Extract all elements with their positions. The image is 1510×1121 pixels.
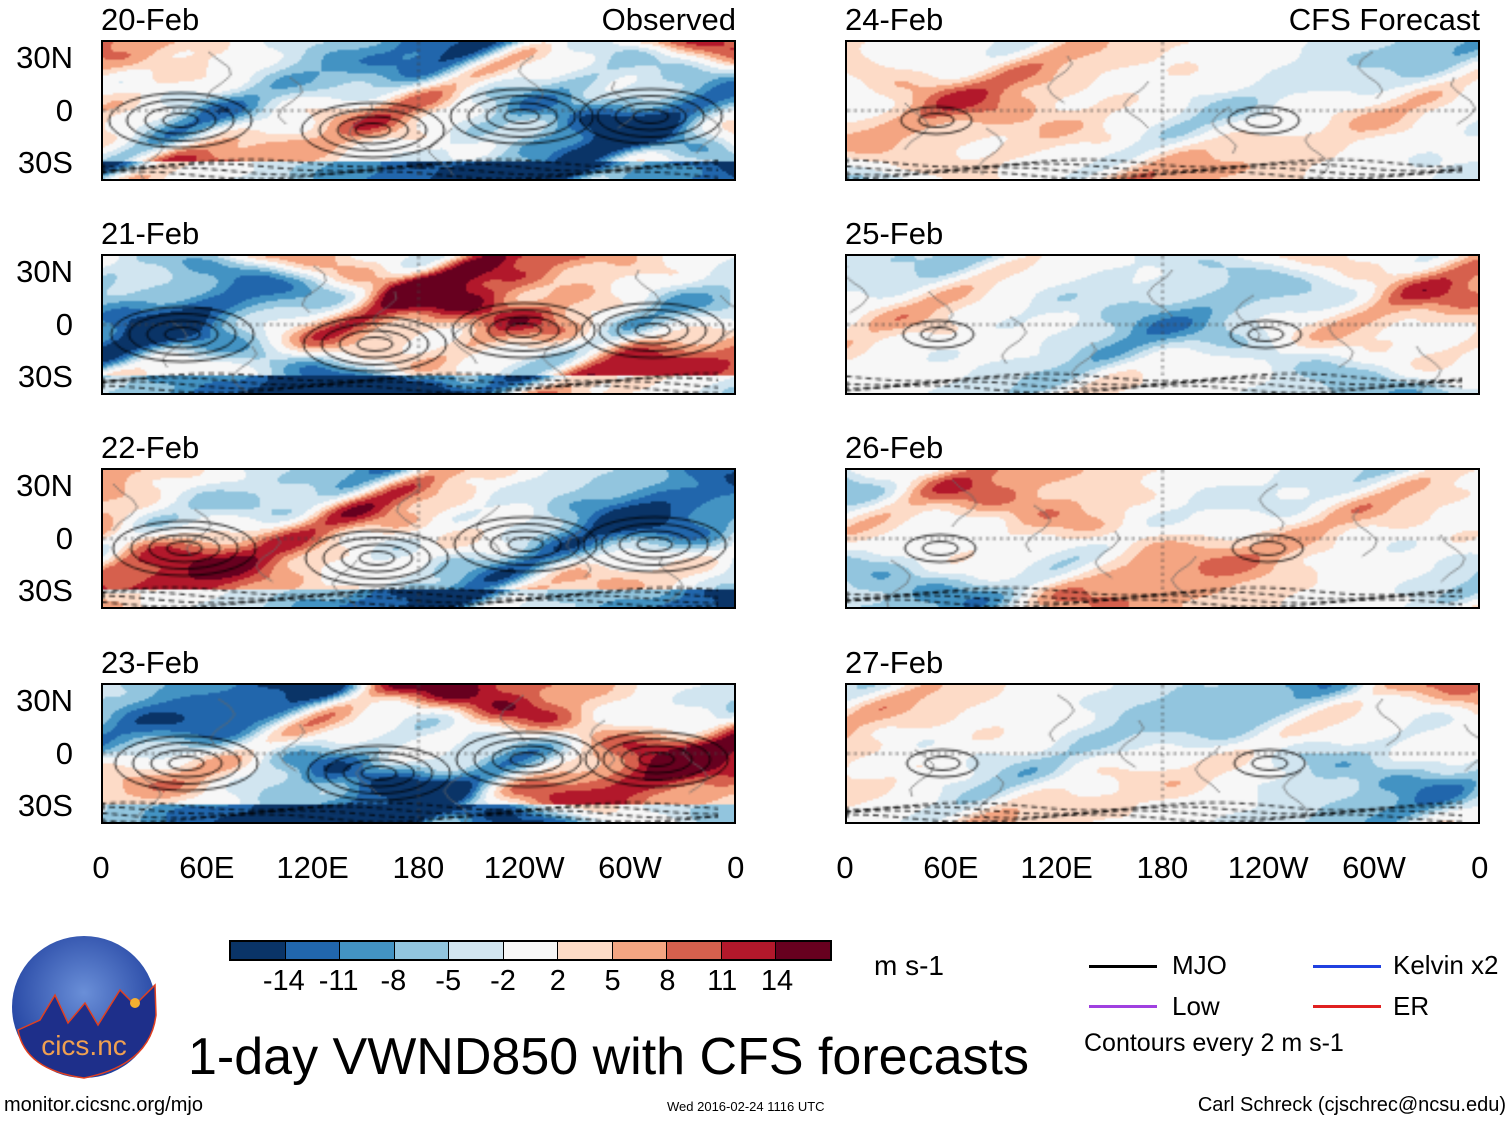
cicsnc-logo: cics.nc bbox=[12, 936, 157, 1079]
colorbar-swatch bbox=[340, 942, 395, 959]
lon-label: 60W bbox=[598, 850, 662, 885]
colorbar-swatch bbox=[667, 942, 722, 959]
legend-low-label: Low bbox=[1172, 991, 1220, 1021]
legend-kelvin-label: Kelvin x2 bbox=[1393, 950, 1499, 980]
vwnd-field-canvas bbox=[847, 42, 1478, 179]
lat-label: 30S bbox=[17, 145, 73, 180]
map-panel bbox=[845, 254, 1480, 395]
colorbar-tick-label: 2 bbox=[549, 965, 566, 997]
legend-er-line bbox=[1313, 1005, 1381, 1008]
colorbar-units: m s-1 bbox=[874, 950, 944, 981]
vwnd-field-canvas bbox=[847, 256, 1478, 393]
footer-timestamp: Wed 2016-02-24 1116 UTC bbox=[667, 1099, 825, 1114]
lon-label: 180 bbox=[392, 850, 445, 885]
lat-label: 0 bbox=[55, 307, 73, 342]
vwnd-field-canvas bbox=[847, 685, 1478, 822]
panel-date-label: 21-Feb bbox=[101, 216, 200, 251]
lat-label: 30N bbox=[16, 468, 73, 503]
colorbar-tick-label: -2 bbox=[490, 965, 516, 997]
colorbar-swatch bbox=[503, 942, 559, 959]
lat-label: 30S bbox=[17, 788, 73, 823]
map-panel bbox=[845, 683, 1480, 824]
vwnd-field-canvas bbox=[103, 470, 734, 607]
footer-url[interactable]: monitor.cicsnc.org/mjo bbox=[4, 1094, 203, 1116]
lon-label: 0 bbox=[1471, 850, 1489, 885]
lon-label: 60E bbox=[923, 850, 979, 885]
lon-label: 120W bbox=[1227, 850, 1309, 885]
colorbar-tick-label: 11 bbox=[707, 965, 738, 997]
colorbar-swatch bbox=[558, 942, 613, 959]
lon-label: 120E bbox=[1020, 850, 1093, 885]
map-panel bbox=[101, 683, 736, 824]
lon-label: 120W bbox=[483, 850, 565, 885]
map-panel bbox=[101, 254, 736, 395]
legend-kelvin-line bbox=[1313, 965, 1381, 968]
panel-header-title: Observed bbox=[601, 2, 736, 37]
contour-note: Contours every 2 m s-1 bbox=[1084, 1029, 1344, 1057]
vwnd-field-canvas bbox=[847, 470, 1478, 607]
panel-date-label: 27-Feb bbox=[845, 645, 944, 680]
lon-label: 0 bbox=[836, 850, 854, 885]
legend-low-line bbox=[1089, 1005, 1157, 1008]
map-panel bbox=[845, 40, 1480, 181]
lat-label: 30N bbox=[16, 254, 73, 289]
colorbar-swatch bbox=[776, 942, 831, 959]
vwnd-field-canvas bbox=[103, 685, 734, 822]
logo-text: cics.nc bbox=[41, 1030, 127, 1061]
figure-title: 1-day VWND850 with CFS forecasts bbox=[188, 1028, 1029, 1086]
colorbar-swatch bbox=[721, 942, 777, 959]
lon-label: 60W bbox=[1342, 850, 1406, 885]
legend-er-label: ER bbox=[1393, 991, 1430, 1021]
lon-label: 0 bbox=[727, 850, 745, 885]
map-panel bbox=[101, 40, 736, 181]
legend-mjo-label: MJO bbox=[1172, 950, 1227, 980]
lat-label: 0 bbox=[55, 93, 73, 128]
vwnd-field-canvas bbox=[103, 256, 734, 393]
map-panel bbox=[101, 468, 736, 609]
panel-date-label: 25-Feb bbox=[845, 216, 944, 251]
colorbar-tick-label: -5 bbox=[435, 965, 462, 997]
lon-label: 120E bbox=[276, 850, 349, 885]
vwnd-field-canvas bbox=[103, 42, 734, 179]
lon-label: 60E bbox=[179, 850, 235, 885]
panel-date-label: 26-Feb bbox=[845, 430, 944, 465]
lon-label: 0 bbox=[92, 850, 110, 885]
lon-label: 180 bbox=[1136, 850, 1189, 885]
colorbar-tick-label: 5 bbox=[604, 965, 621, 997]
panel-date-label: 22-Feb bbox=[101, 430, 200, 465]
colorbar-tick-label: -11 bbox=[318, 965, 359, 997]
panel-header-title: CFS Forecast bbox=[1288, 2, 1480, 37]
lat-label: 30N bbox=[16, 40, 73, 75]
colorbar-tick-label: -8 bbox=[380, 965, 407, 997]
colorbar bbox=[229, 940, 832, 961]
panel-date-label: 23-Feb bbox=[101, 645, 200, 680]
colorbar-swatch bbox=[612, 942, 668, 959]
legend-mjo-line bbox=[1089, 965, 1157, 968]
colorbar-tick-label: 8 bbox=[659, 965, 676, 997]
lat-label: 0 bbox=[55, 521, 73, 556]
panel-date-label: 20-Feb bbox=[101, 2, 200, 37]
lat-label: 0 bbox=[55, 736, 73, 771]
lat-label: 30S bbox=[17, 359, 73, 394]
panel-date-label: 24-Feb bbox=[845, 2, 944, 37]
lat-label: 30S bbox=[17, 573, 73, 608]
map-panel bbox=[845, 468, 1480, 609]
colorbar-swatch bbox=[231, 942, 286, 959]
colorbar-tick-label: 14 bbox=[760, 965, 794, 997]
colorbar-swatch bbox=[394, 942, 450, 959]
colorbar-tick-label: -14 bbox=[262, 965, 305, 997]
footer-credit: Carl Schreck (cjschrec@ncsu.edu) bbox=[1197, 1094, 1506, 1116]
lat-label: 30N bbox=[16, 683, 73, 718]
colorbar-swatch bbox=[285, 942, 341, 959]
colorbar-swatch bbox=[449, 942, 504, 959]
